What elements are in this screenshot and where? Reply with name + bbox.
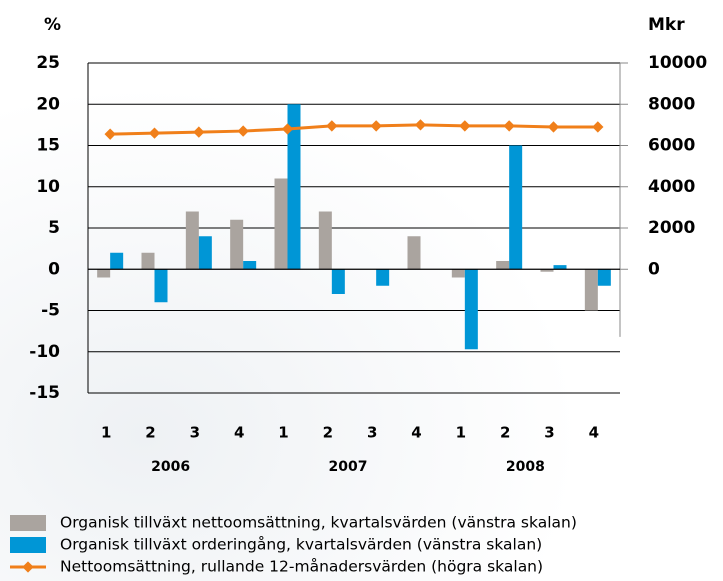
bar: [464, 269, 478, 350]
x-group-label: 2008: [506, 459, 545, 475]
x-tick-label: 3: [544, 424, 554, 442]
legend-swatch: [10, 515, 46, 531]
x-tick-label: 2: [500, 424, 510, 442]
bar: [185, 211, 199, 270]
y-tick-label: -5: [41, 301, 60, 321]
x-tick-label: 2: [145, 424, 155, 442]
legend-swatch: [10, 537, 46, 553]
y2-tick-label: 6000: [648, 136, 695, 156]
bar: [496, 261, 510, 270]
line-marker: [148, 127, 161, 139]
x-tick-label: 1: [101, 424, 111, 442]
y2-tick-label: 4000: [648, 177, 695, 197]
y-tick-label: 20: [36, 94, 60, 114]
x-tick-label: 3: [367, 424, 377, 442]
bar: [198, 236, 212, 270]
y-tick-label: 0: [48, 259, 60, 279]
x-tick-label: 3: [190, 424, 200, 442]
y-tick-label: -15: [29, 383, 60, 403]
bar: [318, 211, 332, 270]
legend-label: Organisk tillväxt nettoomsättning, kvart…: [60, 514, 577, 532]
bar: [584, 269, 598, 311]
y-axis-label: %: [44, 15, 61, 35]
bar: [540, 269, 554, 272]
x-tick-label: 4: [589, 424, 599, 442]
y2-tick-label: 0: [648, 259, 660, 279]
bar: [154, 269, 168, 303]
x-tick-label: 2: [323, 424, 333, 442]
y2-tick-label: 10000: [648, 53, 707, 73]
x-tick-label: 1: [456, 424, 466, 442]
bar: [597, 269, 611, 286]
bar: [243, 261, 257, 270]
y-tick-label: 10: [36, 177, 60, 197]
bar: [331, 269, 345, 294]
bar: [376, 269, 390, 286]
bar: [141, 252, 155, 270]
y2-axis-label: Mkr: [648, 15, 685, 35]
bar: [509, 145, 523, 270]
x-tick-label: 1: [278, 424, 288, 442]
line-marker: [193, 126, 205, 138]
bar: [553, 265, 567, 270]
y-tick-label: 15: [36, 136, 60, 156]
bar: [451, 269, 465, 278]
legend-label: Nettoomsättning, rullande 12-månadersvär…: [60, 558, 543, 576]
y2-tick-label: 2000: [648, 218, 695, 238]
y2-tick-label: 8000: [648, 94, 695, 114]
x-group-label: 2007: [329, 459, 368, 475]
y-tick-label: 25: [36, 53, 60, 73]
legend-label: Organisk tillväxt orderingång, kvartalsv…: [60, 536, 542, 554]
bar: [287, 104, 301, 270]
y-tick-label: -10: [29, 342, 60, 362]
x-group-label: 2006: [151, 459, 190, 475]
x-tick-label: 4: [234, 424, 244, 442]
bar: [230, 219, 244, 270]
bar: [274, 178, 288, 270]
line: [110, 123, 598, 136]
bar: [110, 252, 124, 270]
y-tick-label: 5: [48, 218, 60, 238]
x-tick-label: 4: [411, 424, 421, 442]
bar: [97, 269, 111, 278]
bar: [407, 236, 421, 270]
